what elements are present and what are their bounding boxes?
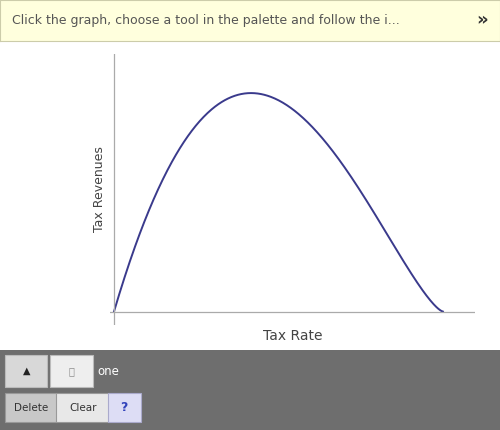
Text: »: » xyxy=(476,12,488,29)
Text: ➕: ➕ xyxy=(68,366,74,376)
FancyBboxPatch shape xyxy=(56,393,109,422)
Text: Clear: Clear xyxy=(69,403,96,413)
FancyBboxPatch shape xyxy=(108,393,140,422)
Text: Click the graph, choose a tool in the palette and follow the i...: Click the graph, choose a tool in the pa… xyxy=(12,14,400,27)
FancyBboxPatch shape xyxy=(50,355,92,387)
Text: ▲: ▲ xyxy=(22,366,30,376)
FancyBboxPatch shape xyxy=(5,393,58,422)
Y-axis label: Tax Revenues: Tax Revenues xyxy=(93,146,106,232)
FancyBboxPatch shape xyxy=(5,355,48,387)
Text: Delete: Delete xyxy=(14,403,48,413)
Text: one: one xyxy=(98,365,120,378)
X-axis label: Tax Rate: Tax Rate xyxy=(263,329,322,343)
Text: ?: ? xyxy=(120,401,128,414)
